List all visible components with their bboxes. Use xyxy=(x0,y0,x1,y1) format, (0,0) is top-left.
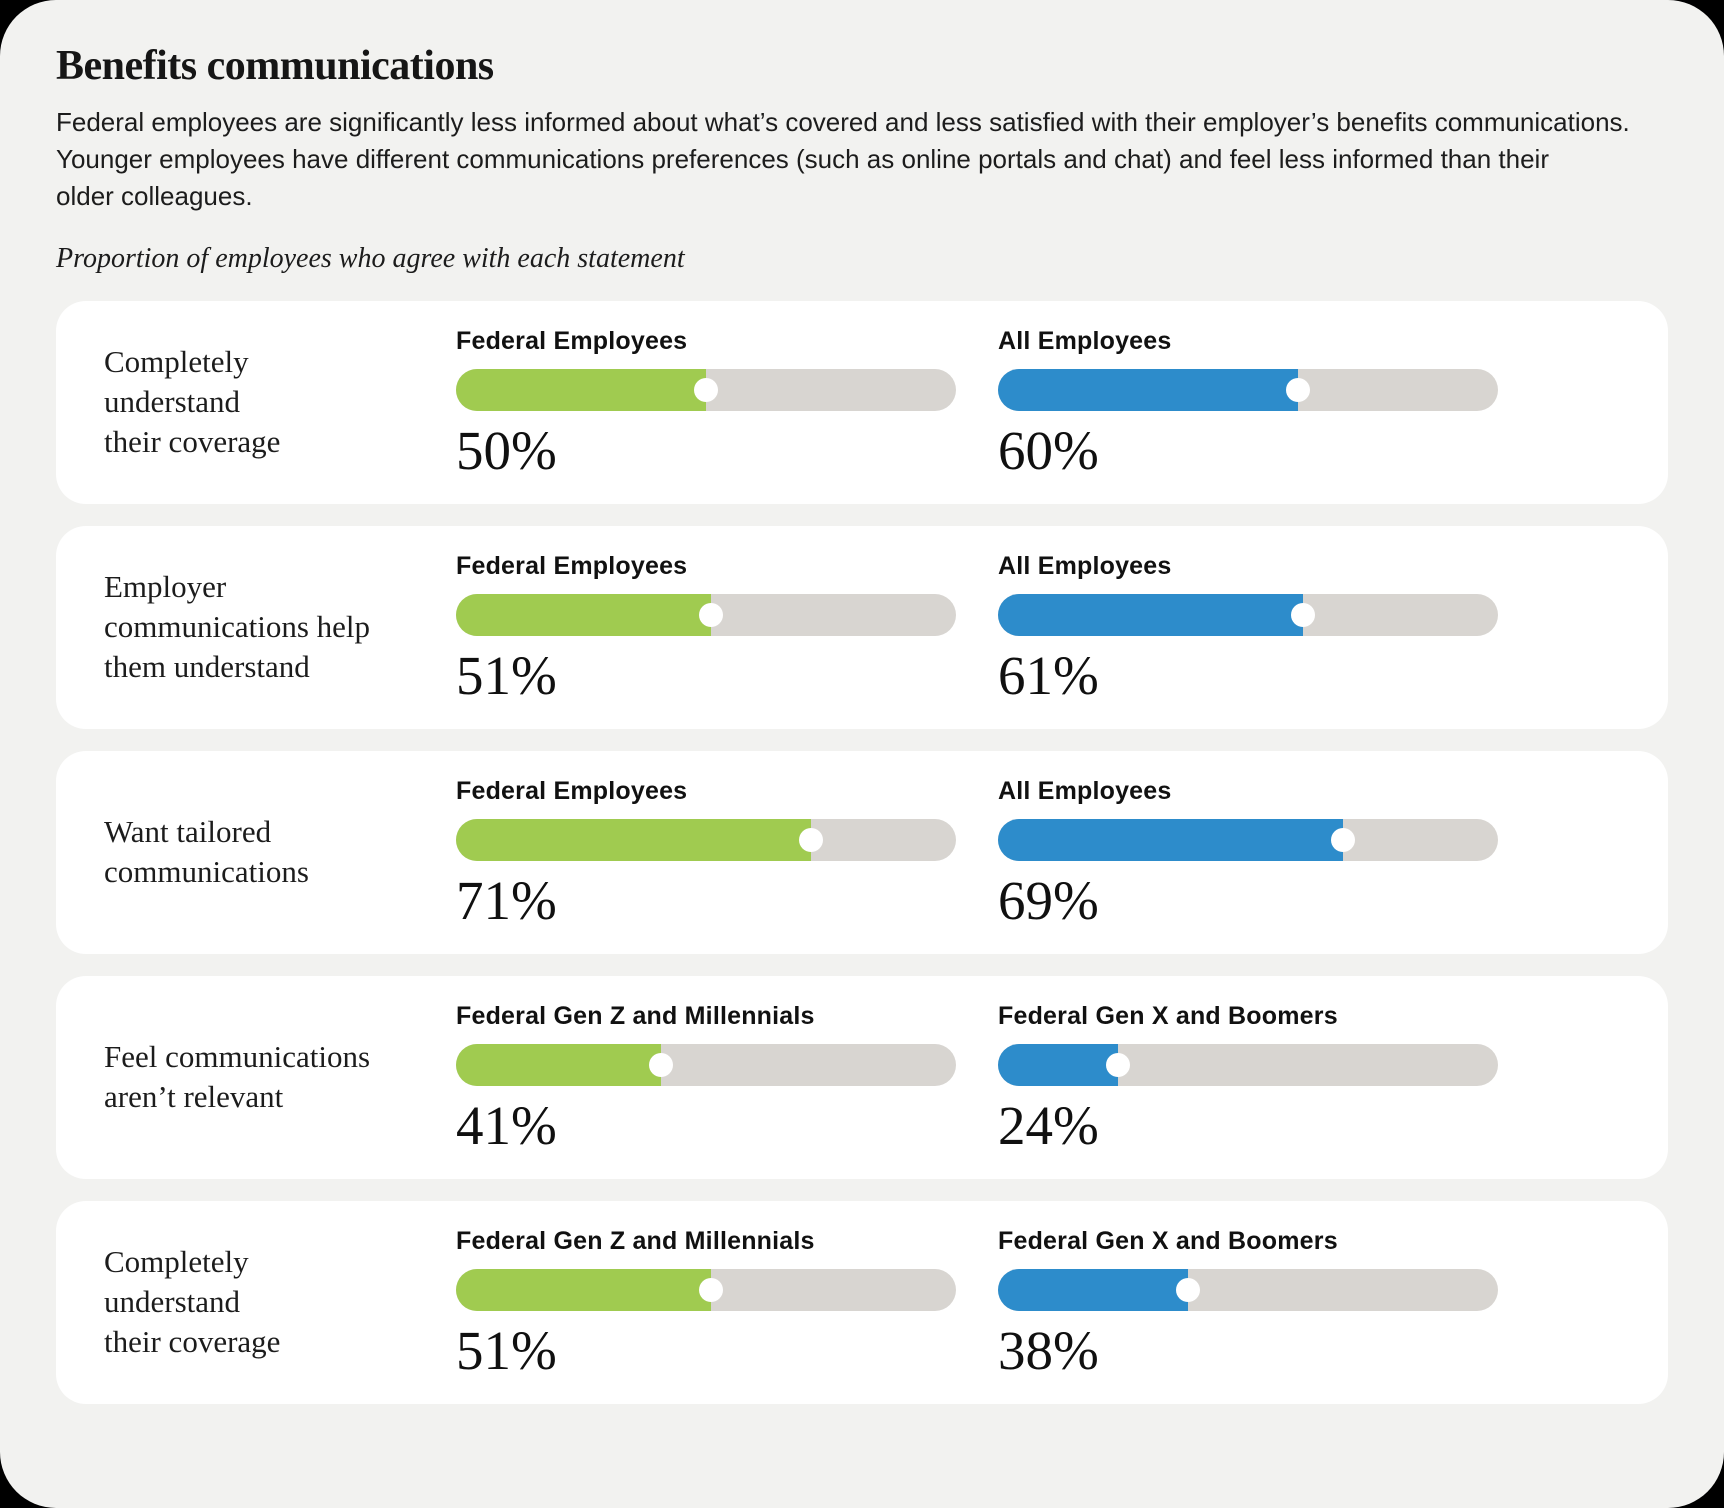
progress-track xyxy=(998,368,1498,411)
bar-group-genx: Federal Gen X and Boomers 38% xyxy=(998,1227,1498,1378)
percentage-value: 71% xyxy=(456,869,557,931)
progress-dot xyxy=(694,377,718,402)
statement-label: Completely understand their coverage xyxy=(104,343,281,460)
progress-fill xyxy=(456,1043,673,1086)
bar-pair: Federal Employees 71% All Employees xyxy=(456,777,1620,928)
progress-fill xyxy=(998,1268,1200,1311)
progress-track xyxy=(998,593,1498,636)
progress-fill xyxy=(998,368,1310,411)
progress-track xyxy=(998,818,1498,861)
progress-dot xyxy=(799,827,823,852)
bar-label: Federal Gen X and Boomers xyxy=(998,1226,1338,1255)
progress-dot xyxy=(1176,1277,1200,1302)
percentage-value: 41% xyxy=(456,1094,557,1156)
chart-subtitle: Proportion of employees who agree with e… xyxy=(56,242,685,274)
statement-label: Feel communications aren’t relevant xyxy=(104,1038,371,1115)
bar-pair: Federal Gen Z and Millennials 41% Federa… xyxy=(456,1002,1620,1153)
statement-label: Completely understand their coverage xyxy=(104,1243,281,1360)
progress-fill xyxy=(998,593,1315,636)
statement-card-3: Want tailored communications Federal Emp… xyxy=(56,750,1668,954)
bar-group-genx: Federal Gen X and Boomers 24% xyxy=(998,1002,1498,1153)
percentage-value: 38% xyxy=(998,1319,1099,1381)
statement-card-4: Feel communications aren’t relevant Fede… xyxy=(56,975,1668,1179)
progress-dot xyxy=(1286,377,1310,402)
progress-track xyxy=(998,1268,1498,1311)
bar-group-federal: Federal Employees 50% xyxy=(456,327,956,478)
bar-label: Federal Employees xyxy=(456,776,688,805)
page-description: Federal employees are significantly less… xyxy=(56,107,1630,211)
percentage-value: 60% xyxy=(998,419,1099,481)
statement-label: Employer communications help them unders… xyxy=(104,568,371,685)
bar-group-genz: Federal Gen Z and Millennials 51% xyxy=(456,1227,956,1378)
progress-track xyxy=(456,818,956,861)
bar-group-all: All Employees 69% xyxy=(998,777,1498,928)
progress-fill xyxy=(456,818,823,861)
bar-pair: Federal Employees 50% All Employees xyxy=(456,327,1620,478)
statement-card-5: Completely understand their coverage Fed… xyxy=(56,1200,1668,1404)
percentage-value: 50% xyxy=(456,419,557,481)
bar-label: All Employees xyxy=(998,776,1172,805)
bar-group-genz: Federal Gen Z and Millennials 41% xyxy=(456,1002,956,1153)
bar-label: Federal Employees xyxy=(456,551,688,580)
bar-group-all: All Employees 61% xyxy=(998,552,1498,703)
bar-label: Federal Gen Z and Millennials xyxy=(456,1226,815,1255)
statement-card-2: Employer communications help them unders… xyxy=(56,525,1668,729)
statement-cards: Completely understand their coverage Fed… xyxy=(56,300,1668,1404)
progress-fill xyxy=(456,368,718,411)
percentage-value: 24% xyxy=(998,1094,1099,1156)
progress-track xyxy=(456,593,956,636)
bar-pair: Federal Gen Z and Millennials 51% Federa… xyxy=(456,1227,1620,1378)
statement-card-1: Completely understand their coverage Fed… xyxy=(56,300,1668,504)
progress-dot xyxy=(699,1277,723,1302)
percentage-value: 51% xyxy=(456,1319,557,1381)
percentage-value: 51% xyxy=(456,644,557,706)
percentage-value: 69% xyxy=(998,869,1099,931)
bar-label: Federal Gen Z and Millennials xyxy=(456,1001,815,1030)
bar-label: Federal Gen X and Boomers xyxy=(998,1001,1338,1030)
statement-label: Want tailored communications xyxy=(104,813,309,890)
bar-group-federal: Federal Employees 51% xyxy=(456,552,956,703)
progress-track xyxy=(998,1043,1498,1086)
progress-dot xyxy=(1331,827,1355,852)
percentage-value: 61% xyxy=(998,644,1099,706)
page-title: Benefits communications xyxy=(56,43,494,89)
progress-fill xyxy=(456,593,723,636)
bar-label: Federal Employees xyxy=(456,326,688,355)
bar-pair: Federal Employees 51% All Employees xyxy=(456,552,1620,703)
progress-fill xyxy=(998,1043,1130,1086)
bar-label: All Employees xyxy=(998,326,1172,355)
progress-dot xyxy=(699,602,723,627)
progress-track xyxy=(456,368,956,411)
bar-label: All Employees xyxy=(998,551,1172,580)
progress-dot xyxy=(1106,1052,1130,1077)
progress-track xyxy=(456,1268,956,1311)
progress-dot xyxy=(649,1052,673,1077)
bar-group-all: All Employees 60% xyxy=(998,327,1498,478)
progress-dot xyxy=(1291,602,1315,627)
progress-fill xyxy=(998,818,1355,861)
progress-track xyxy=(456,1043,956,1086)
progress-fill xyxy=(456,1268,723,1311)
bar-group-federal: Federal Employees 71% xyxy=(456,777,956,928)
